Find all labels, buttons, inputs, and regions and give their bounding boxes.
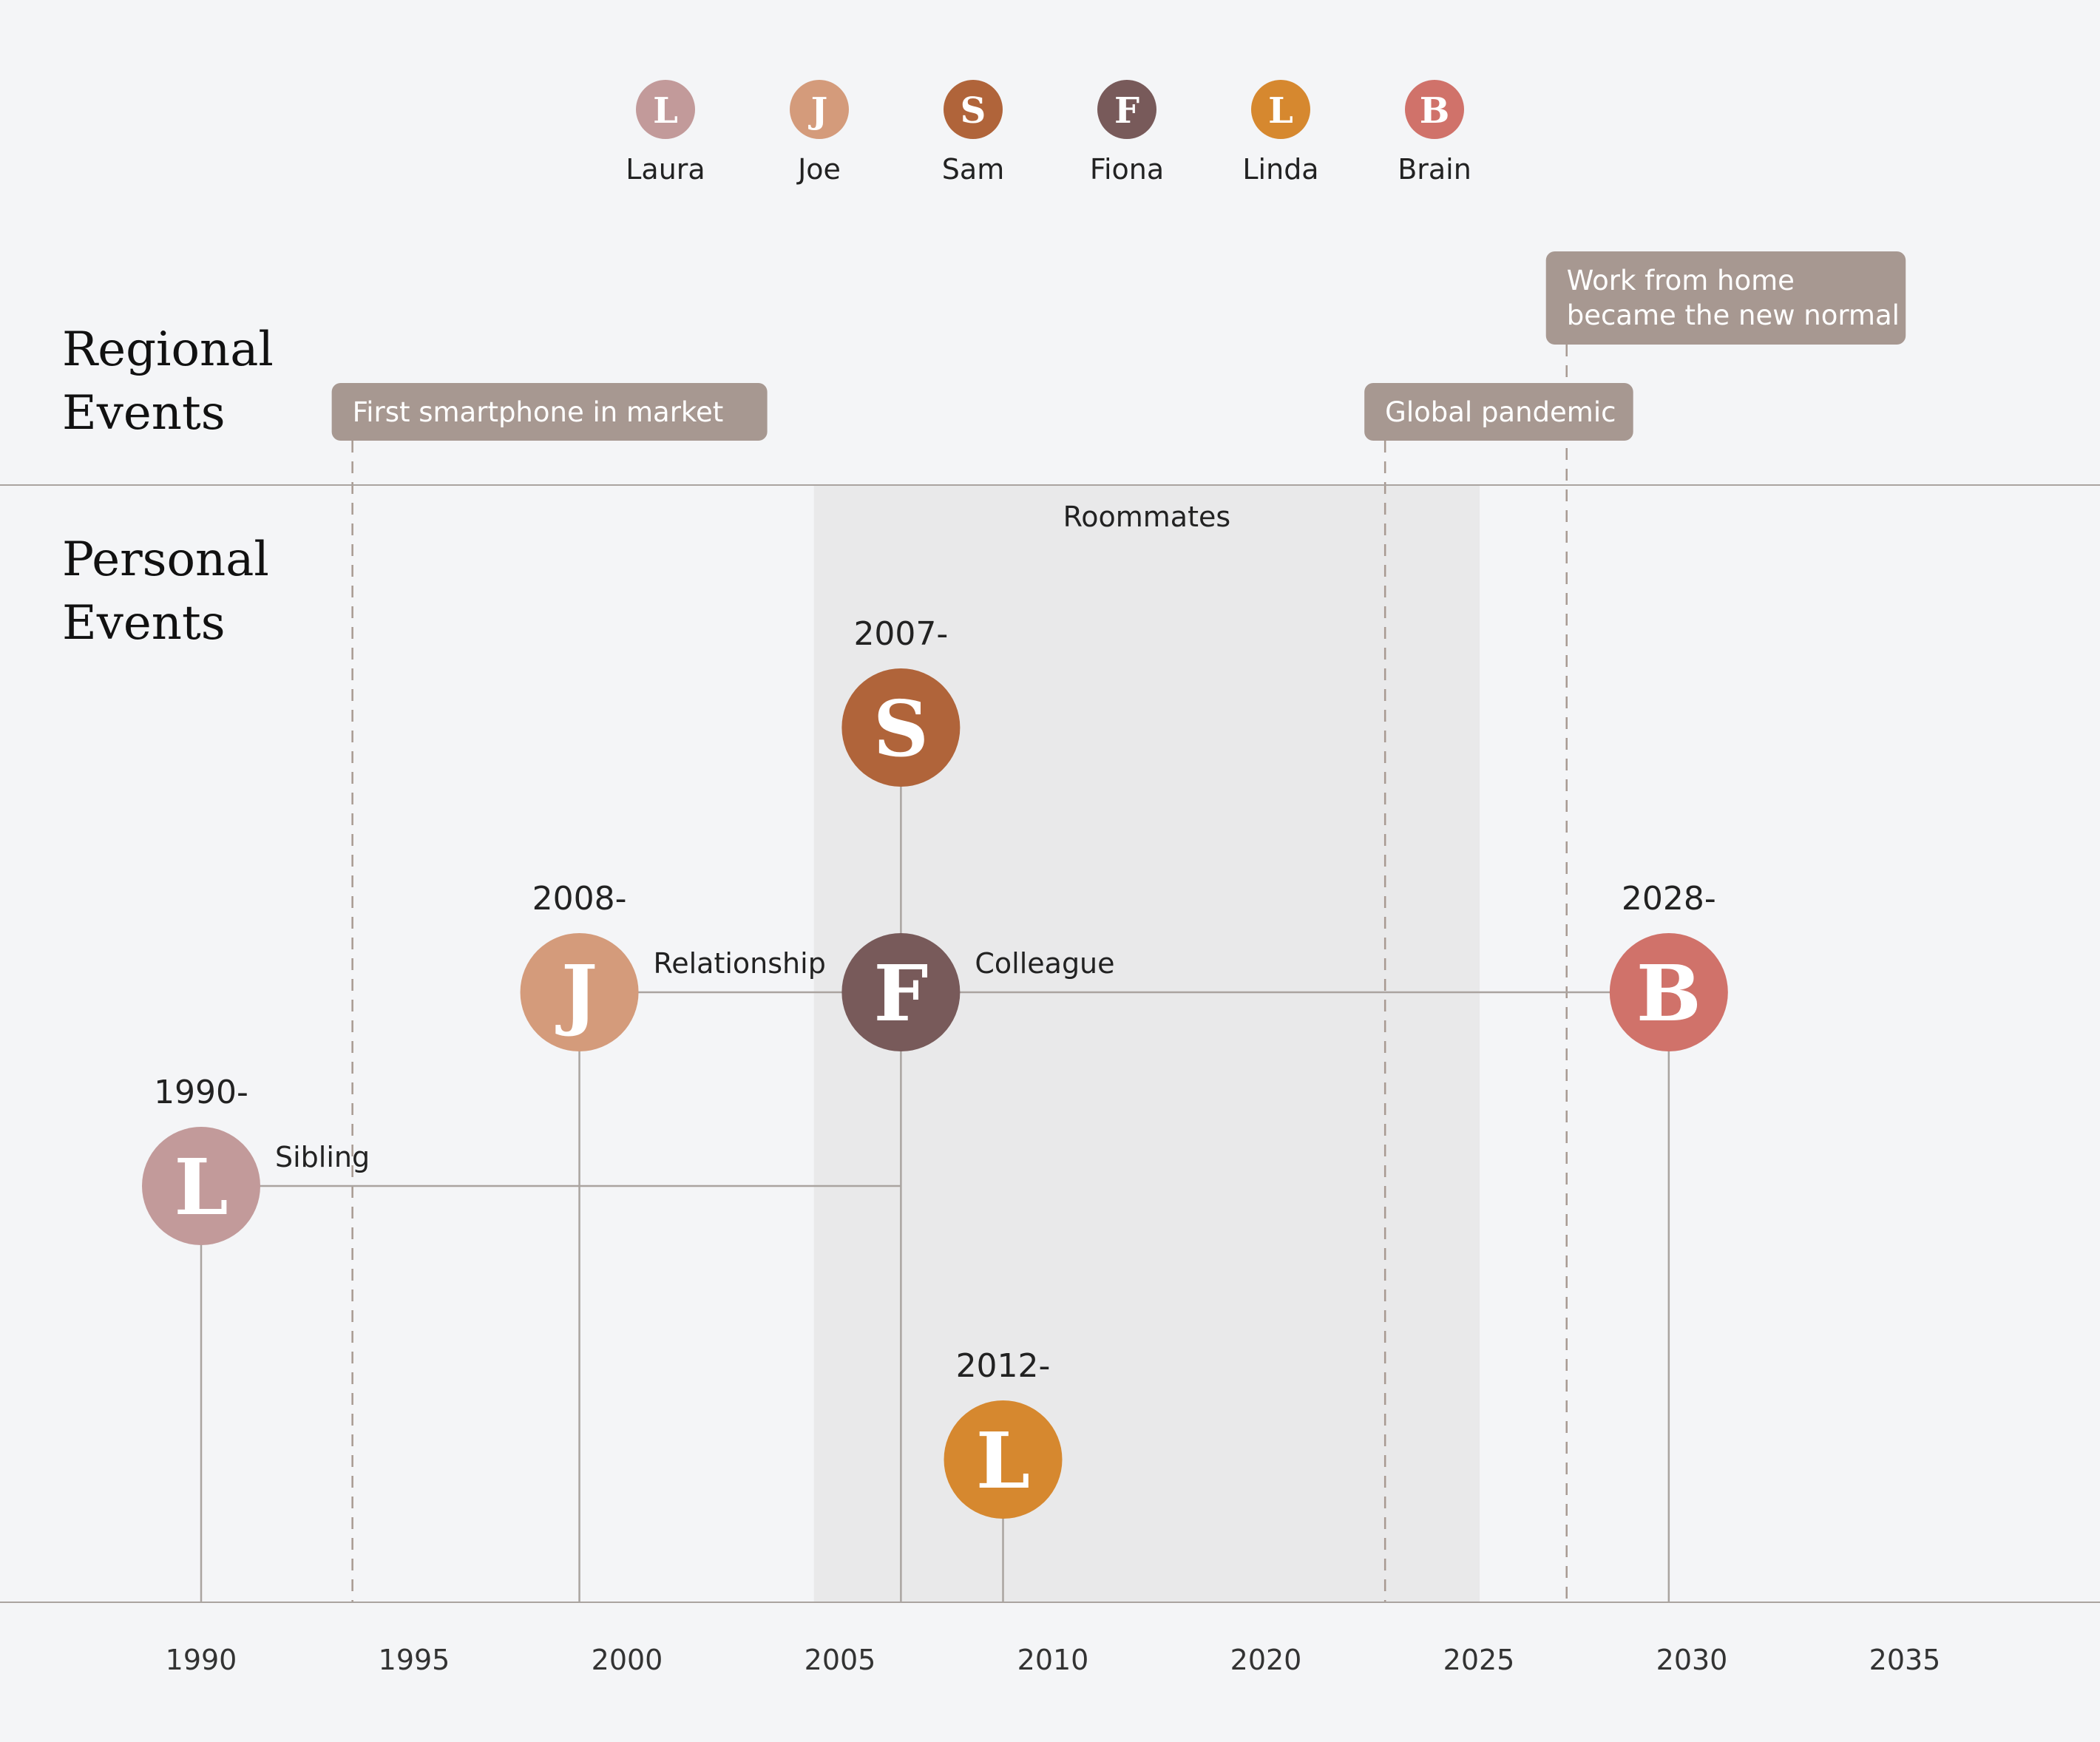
person-initial: F: [873, 948, 928, 1039]
x-tick-label: 2025: [1443, 1644, 1515, 1676]
person-initial: B: [1636, 948, 1701, 1039]
personal-events-title: Events: [62, 596, 226, 651]
relationship-label: Colleague: [975, 947, 1114, 980]
person-avatar: [944, 1400, 1063, 1519]
x-tick-label: 2035: [1869, 1644, 1941, 1676]
callout-text: First smartphone in market: [353, 396, 724, 428]
person-year-label: 2008-: [532, 880, 627, 918]
connector-lines: Relationship Colleague Sibling: [200, 728, 1670, 1602]
person-initial: J: [555, 948, 597, 1039]
callout-box: [1545, 251, 1906, 345]
regional-event-callout: First smartphone in market: [331, 383, 768, 441]
person-node-laura[interactable]: L 1990-: [142, 1074, 260, 1245]
legend-name: Brain: [1398, 153, 1471, 186]
legend-item-laura: L Laura: [626, 80, 705, 186]
person-avatar: [142, 1127, 260, 1245]
x-tick-label: 1990: [166, 1644, 237, 1676]
person-node-fiona[interactable]: F: [841, 933, 961, 1051]
callout-text: Global pandemic: [1385, 396, 1616, 428]
legend-name: Sam: [942, 153, 1004, 186]
x-tick-label: 2010: [1017, 1644, 1089, 1676]
x-tick-label: 2005: [805, 1644, 876, 1676]
roommates-label: Roommates: [1063, 501, 1231, 533]
legend-item-brain: B Brain: [1398, 80, 1471, 186]
regional-events-title: Events: [62, 386, 226, 441]
legend-item-joe: J Joe: [790, 80, 849, 186]
person-node-sam[interactable]: S 2007-: [841, 615, 961, 787]
legend-name: Laura: [626, 153, 705, 186]
legend-initial: B: [1420, 90, 1450, 132]
person-avatar: [1609, 933, 1728, 1051]
legend-initial: L: [653, 90, 678, 132]
person-node-linda[interactable]: L 2012-: [944, 1347, 1063, 1519]
regional-events-title: Regional: [62, 322, 274, 377]
axes: 1990 1995 2000 2005 2010 2020 2025 2030 2035: [0, 484, 2100, 1676]
legend-initial: L: [1268, 90, 1293, 132]
person-initial: S: [873, 683, 929, 774]
legend-swatch: [944, 80, 1003, 139]
legend-item-fiona: F Fiona: [1090, 80, 1164, 186]
legend-item-sam: S Sam: [942, 80, 1004, 186]
x-tick-label: 2000: [592, 1644, 663, 1676]
legend-swatch: [790, 80, 849, 139]
callout-box: [1364, 383, 1633, 441]
legend-swatch: [1405, 80, 1464, 139]
x-tick-label: 1995: [379, 1644, 450, 1676]
legend-swatch: [1251, 80, 1310, 139]
legend-name: Linda: [1242, 153, 1318, 186]
legend-name: Joe: [796, 153, 841, 186]
person-avatar: [841, 933, 961, 1051]
person-avatar: [520, 933, 639, 1051]
x-tick-label: 2030: [1656, 1644, 1728, 1676]
regional-event-callout: Global pandemic: [1364, 383, 1633, 441]
relationship-label: Relationship: [654, 947, 826, 980]
legend-initial: S: [961, 90, 986, 132]
person-year-label: 2012-: [956, 1347, 1051, 1385]
person-avatar: [841, 668, 961, 787]
person-initial: L: [976, 1415, 1030, 1506]
person-year-label: 2007-: [853, 615, 948, 653]
regional-event-callouts: First smartphone in market Global pandemi…: [331, 251, 1906, 441]
legend-name: Fiona: [1090, 153, 1164, 186]
legend-initial: J: [808, 90, 828, 132]
legend: L Laura J Joe S Sam F Fiona L Linda B Brain: [626, 80, 1471, 186]
x-tick-label: 2020: [1230, 1644, 1302, 1676]
person-year-label: 1990-: [154, 1074, 248, 1111]
section-titles: Regional Events Personal Events: [62, 322, 274, 651]
person-node-joe[interactable]: J 2008-: [520, 880, 639, 1051]
regional-event-markers: [351, 345, 1568, 1602]
person-node-brain[interactable]: B 2028-: [1609, 880, 1728, 1051]
relationship-label: Sibling: [275, 1141, 370, 1173]
person-nodes: L 1990- J 2008- S 2007- F L 2012- B 2028-: [142, 615, 1728, 1519]
person-year-label: 2028-: [1622, 880, 1716, 918]
callout-box: [331, 383, 768, 441]
callout-text: Work from home: [1567, 265, 1795, 296]
legend-item-linda: L Linda: [1242, 80, 1319, 186]
legend-initial: F: [1114, 90, 1139, 132]
callout-text: became the new normal: [1567, 299, 1900, 331]
legend-swatch: [636, 80, 695, 139]
legend-swatch: [1097, 80, 1156, 139]
personal-events-title: Personal: [62, 532, 269, 587]
person-initial: L: [174, 1142, 228, 1233]
